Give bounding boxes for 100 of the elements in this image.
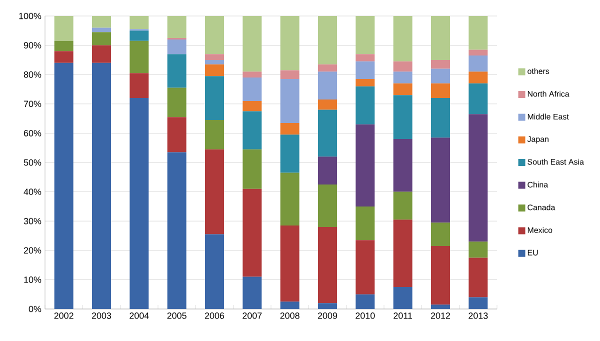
bar [318,156,338,184]
y-tick-label: 50% [24,159,42,166]
bar [242,100,262,112]
bar [92,45,111,63]
bar [280,134,300,173]
bar [393,192,412,220]
bar [280,122,300,135]
y-tick-label: 70% [24,100,42,108]
bar [468,242,488,258]
bar [356,78,375,86]
y-tick-label: 80% [24,71,42,78]
bar [130,98,149,309]
bar [242,188,262,277]
x-tick-label: 2013 [468,312,488,319]
bar [205,16,224,54]
x-tick-label: 2003 [92,312,112,319]
bar [318,110,338,157]
bar [468,16,488,50]
x-tick-label: 2004 [130,312,149,319]
bar [280,16,300,70]
x-tick-label: 2010 [356,312,375,319]
bar [167,16,186,38]
bar [468,72,488,84]
bar [318,226,338,304]
bar [280,70,300,79]
bar [318,303,338,309]
x-tick-label: 2005 [167,312,186,319]
bar [205,76,224,120]
bar [431,222,450,246]
bar [393,139,412,192]
bar [393,95,412,140]
bar [356,294,375,309]
x-tick-label: 2006 [204,312,224,319]
bar [393,220,412,288]
y-tick-label: 100% [19,12,42,20]
bar [431,60,450,69]
x-tick-label: 2012 [430,312,450,319]
bar [205,60,224,64]
y-tick-label: 40% [24,188,42,195]
bar [431,246,450,305]
bar [205,54,224,60]
bar [167,117,186,152]
bar [54,40,74,52]
bar [431,304,450,309]
bar [242,78,262,101]
bar [393,287,412,309]
bar [356,206,375,240]
x-tick-label: 2007 [242,312,262,319]
bar [431,138,450,223]
x-tick-label: 2008 [280,312,300,319]
y-tick-label: 30% [24,218,42,224]
bar [54,16,74,41]
bar [92,62,111,309]
bar [205,234,224,309]
x-tick-label: 2002 [54,312,74,319]
bar [280,225,300,302]
bar [92,16,111,28]
bar [356,86,375,124]
bar [431,98,450,138]
x-tick-label: 2011 [394,312,412,319]
bar [130,16,149,30]
bar [431,68,450,84]
bar [205,64,224,76]
bar [431,83,450,98]
bar [318,16,338,64]
bar [356,54,375,62]
bar [242,111,262,150]
bar [356,61,375,79]
bar [356,240,375,294]
y-tick-label: 90% [24,42,42,48]
bar [242,72,262,78]
bar [393,16,412,62]
bar [280,172,300,226]
bar [468,297,488,309]
bar [393,83,412,96]
bar [280,78,300,123]
bar [318,64,338,72]
bar [242,16,262,72]
bar [431,16,450,60]
bar [280,302,300,309]
bar [130,30,149,41]
bar [242,276,262,309]
bar [167,152,186,309]
bar [468,258,488,298]
bar [205,149,224,234]
bar [468,83,488,114]
bar [318,72,338,100]
bar [205,120,224,150]
bar [92,28,111,32]
bar [318,100,338,110]
y-tick-label: 10% [24,276,42,283]
bar [167,39,186,54]
bar [393,72,412,84]
bar [167,88,186,118]
y-tick-label: 20% [24,247,42,254]
bar [242,149,262,189]
y-tick-label: 0% [28,306,42,312]
bar [356,16,375,54]
y-tick-label: 60% [24,130,42,136]
x-tick-label: 2009 [318,312,338,319]
